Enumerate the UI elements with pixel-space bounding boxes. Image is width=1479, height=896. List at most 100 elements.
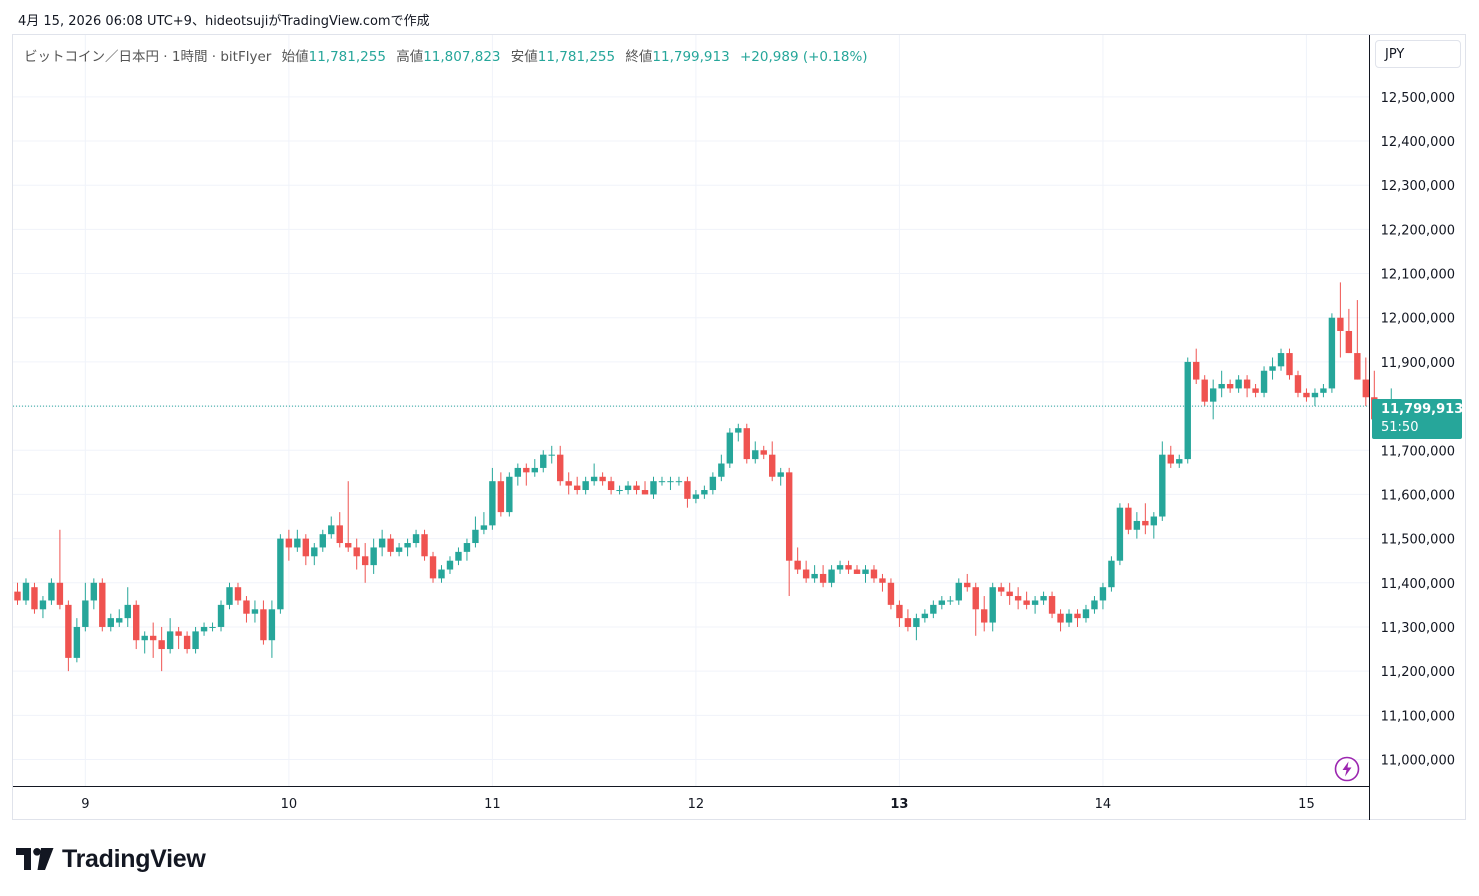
- candle: [192, 626, 199, 654]
- candle: [658, 476, 666, 486]
- candle-body: [378, 538, 386, 548]
- candle-body: [1235, 379, 1242, 389]
- candle-body: [133, 604, 140, 641]
- candle: [675, 476, 683, 486]
- candle-body: [14, 591, 21, 601]
- candle-body: [633, 485, 640, 491]
- candle-body: [192, 631, 199, 650]
- candle-body: [557, 454, 564, 482]
- candle-body: [667, 481, 674, 483]
- candle: [209, 622, 216, 632]
- candle-body: [1209, 388, 1217, 402]
- candle-body: [149, 635, 157, 641]
- candle: [506, 472, 513, 517]
- candle: [234, 582, 242, 605]
- candle-body: [200, 626, 208, 632]
- candle-body: [1269, 366, 1276, 371]
- candle-body: [226, 587, 233, 605]
- candle-body: [48, 582, 55, 601]
- candle-body: [540, 454, 547, 468]
- candle: [879, 573, 886, 592]
- candle-body: [1023, 600, 1030, 605]
- candle: [1006, 582, 1013, 605]
- candle: [760, 445, 767, 460]
- candle-body: [913, 618, 920, 627]
- candle-body: [429, 556, 437, 579]
- candle-body: [938, 600, 946, 605]
- candle-body: [1294, 375, 1302, 393]
- candle: [438, 565, 445, 583]
- candle: [353, 538, 360, 570]
- candle: [260, 600, 267, 645]
- candle: [828, 565, 835, 588]
- candle: [845, 560, 852, 574]
- candle-body: [1193, 361, 1200, 380]
- candle: [311, 543, 318, 566]
- candle-body: [277, 538, 284, 610]
- candle-body: [930, 604, 937, 614]
- candle-body: [336, 525, 343, 544]
- candle-body: [862, 569, 869, 574]
- candle: [90, 578, 98, 610]
- candle-body: [395, 547, 403, 552]
- candle: [1243, 375, 1251, 398]
- candle-body: [1218, 383, 1225, 389]
- tradingview-logo[interactable]: TradingView: [16, 844, 206, 874]
- candle: [22, 578, 30, 605]
- candle-body: [31, 587, 38, 610]
- candle: [1091, 596, 1098, 614]
- date-tick-label: 9: [81, 797, 89, 812]
- price-tick-label: 11,300,000: [1381, 621, 1455, 636]
- candle: [972, 582, 979, 636]
- price-tick-label: 12,100,000: [1381, 268, 1455, 283]
- candle-body: [675, 481, 683, 483]
- candle: [39, 596, 47, 619]
- candle: [896, 600, 903, 627]
- candle-body: [353, 547, 360, 557]
- candle-body: [497, 481, 505, 513]
- candle: [743, 423, 750, 464]
- candle: [217, 600, 225, 632]
- candle: [1057, 609, 1064, 632]
- candle-body: [785, 472, 793, 561]
- candle: [769, 441, 776, 482]
- candle-body: [997, 587, 1005, 592]
- candle-body: [548, 454, 555, 456]
- candle: [124, 587, 131, 627]
- logo-text: TradingView: [62, 844, 206, 873]
- candle: [735, 423, 742, 442]
- candle: [981, 596, 988, 632]
- candle-body: [387, 538, 394, 552]
- candle-body: [947, 600, 954, 602]
- lightning-icon[interactable]: [1334, 756, 1360, 782]
- candle: [862, 565, 869, 583]
- candle: [1201, 375, 1208, 407]
- candle-body: [319, 534, 326, 548]
- date-tick-label: 15: [1298, 797, 1315, 812]
- candle: [268, 600, 276, 658]
- candle-body: [1362, 379, 1370, 398]
- candle-body: [183, 635, 191, 650]
- candle-body: [1057, 613, 1064, 623]
- candle-body: [1082, 609, 1090, 619]
- candle-body: [1286, 353, 1293, 376]
- candle-body: [260, 609, 267, 641]
- candle: [853, 565, 861, 574]
- currency-button[interactable]: JPY: [1375, 40, 1461, 68]
- candle: [489, 467, 496, 530]
- chart-frame[interactable]: [12, 34, 1466, 820]
- candle: [378, 529, 386, 557]
- candle-body: [1006, 591, 1013, 597]
- candle: [1303, 388, 1310, 402]
- candle-body: [73, 626, 81, 658]
- candle-body: [887, 582, 895, 605]
- candle-body: [1031, 600, 1039, 605]
- candle-body: [853, 569, 861, 574]
- candle: [1125, 503, 1132, 535]
- candle: [116, 609, 123, 627]
- candle: [319, 529, 326, 552]
- candle-body: [1320, 388, 1327, 393]
- candle: [149, 622, 157, 658]
- candle-body: [345, 543, 352, 548]
